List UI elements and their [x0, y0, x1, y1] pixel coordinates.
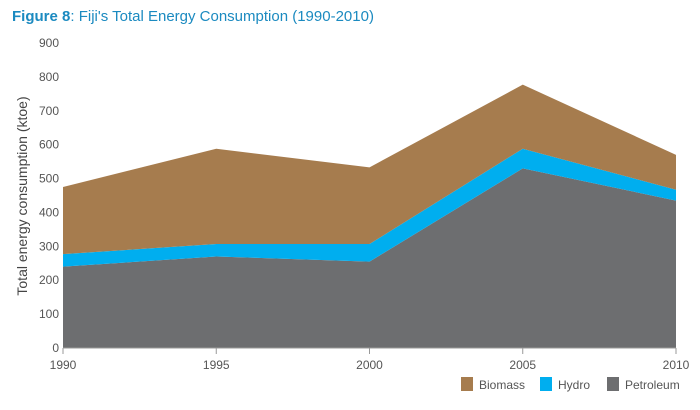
x-tick-label: 2005	[509, 358, 536, 372]
legend-item-biomass: Biomass	[461, 377, 525, 392]
y-tick-label: 900	[39, 36, 59, 50]
y-tick-label: 400	[39, 205, 59, 219]
y-tick-label: 500	[39, 172, 59, 186]
y-tick-label: 0	[52, 341, 59, 355]
legend-item-petroleum: Petroleum	[607, 377, 680, 392]
figure-label: Figure 8	[12, 8, 71, 25]
legend-label: Hydro	[558, 378, 590, 392]
legend-swatch	[461, 377, 473, 391]
legend-label: Petroleum	[625, 378, 680, 392]
legend-swatch	[607, 377, 619, 391]
area-hydro	[63, 148, 676, 267]
x-tick-label: 1990	[50, 358, 77, 372]
legend-label: Biomass	[479, 378, 525, 392]
area-petroleum	[63, 168, 676, 348]
y-tick-label: 100	[39, 307, 59, 321]
x-tick-label: 2000	[356, 358, 383, 372]
y-tick-label: 300	[39, 239, 59, 253]
y-tick-label: 700	[39, 104, 59, 118]
area-biomass	[63, 84, 676, 255]
x-tick-label: 2010	[663, 358, 690, 372]
y-axis-label: Total energy consumption (ktoe)	[14, 96, 30, 295]
legend-swatch	[540, 377, 552, 391]
x-tick-label: 1995	[203, 358, 230, 372]
chart-title: Figure 8: Fiji's Total Energy Consumptio…	[12, 8, 374, 25]
y-tick-label: 600	[39, 138, 59, 152]
y-tick-label: 200	[39, 273, 59, 287]
legend-item-hydro: Hydro	[540, 377, 590, 392]
y-tick-label: 800	[39, 70, 59, 84]
figure-caption: : Fiji's Total Energy Consumption (1990-…	[70, 8, 374, 25]
